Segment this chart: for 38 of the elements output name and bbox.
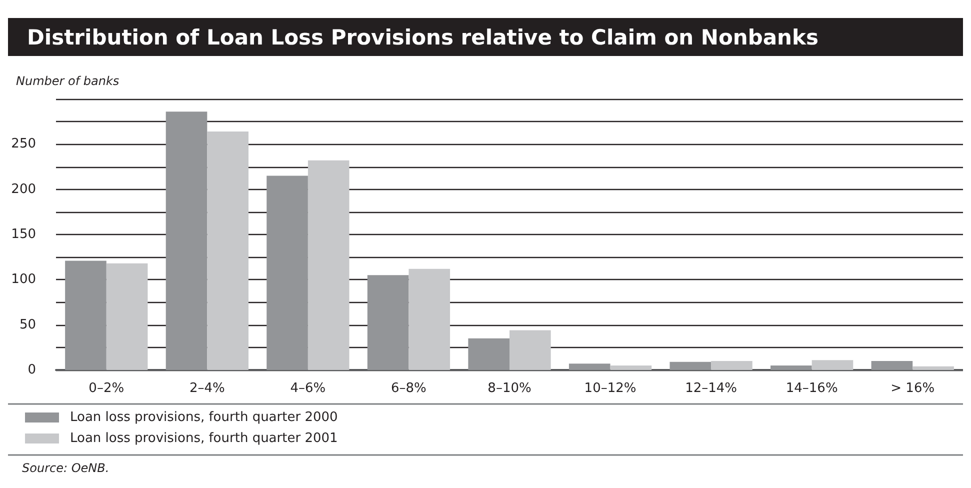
x-tick-label: 10–12% [584, 381, 636, 396]
x-tick-label: 14–16% [786, 381, 838, 396]
x-tick-label: 12–14% [685, 381, 738, 396]
bar [207, 132, 248, 370]
bar [670, 362, 712, 370]
x-tick-label: 8–10% [488, 381, 532, 396]
bar [871, 360, 913, 370]
bar [266, 176, 308, 370]
bar [367, 275, 409, 370]
x-tick-label: 4–6% [290, 381, 326, 396]
x-tick-label: 0–2% [88, 381, 124, 396]
y-tick-label: 150 [11, 227, 36, 242]
bar [568, 364, 610, 370]
x-tick-label: > 16% [890, 381, 935, 396]
chart-title: Distribution of Loan Loss Provisions relative to Claim on Nonbanks [27, 26, 818, 50]
y-tick-label: 50 [19, 317, 36, 332]
bar [106, 263, 148, 370]
bar [166, 112, 208, 370]
legend-label: Loan loss provisions, fourth quarter 2001 [70, 431, 338, 446]
y-tick-label: 0 [28, 362, 36, 378]
bar [510, 330, 551, 370]
bar [711, 360, 752, 370]
x-tick-label: 2–4% [189, 381, 225, 396]
bar [610, 365, 652, 370]
y-axis-title: Number of banks [16, 74, 120, 88]
bar [308, 160, 350, 370]
bar [65, 260, 106, 370]
bar [912, 366, 954, 370]
bar [468, 338, 510, 370]
y-tick-label: 250 [11, 136, 36, 152]
y-tick-label: 100 [11, 272, 36, 288]
y-tick-label: 200 [11, 182, 36, 197]
source-note: Source: OeNB. [22, 461, 110, 475]
x-tick-label: 6–8% [391, 381, 426, 396]
legend-label: Loan loss provisions, fourth quarter 2000 [70, 410, 338, 425]
bar [408, 268, 450, 370]
bar [812, 360, 854, 370]
bar [770, 365, 812, 370]
